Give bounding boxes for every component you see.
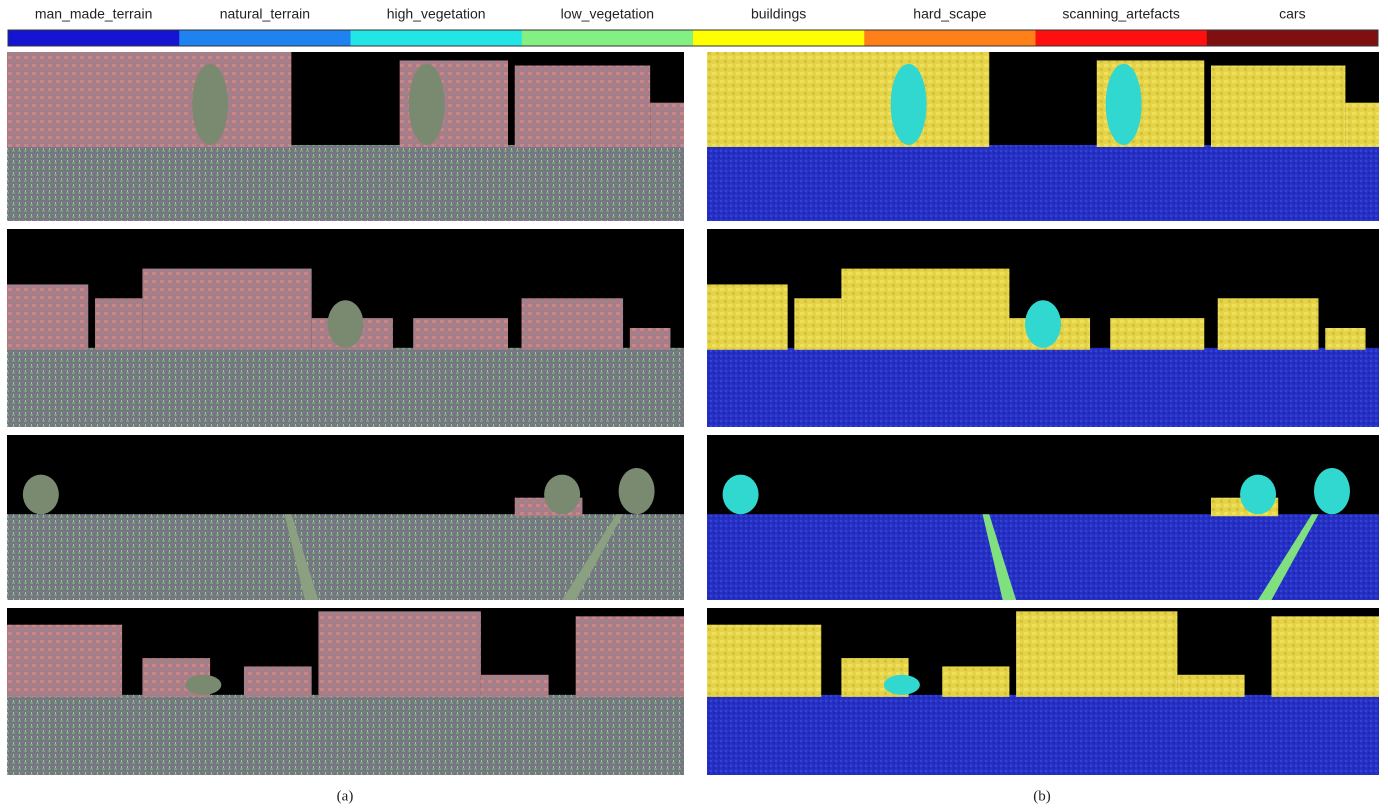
tree	[1240, 475, 1276, 515]
legend: man_made_terrain natural_terrain high_vege…	[8, 6, 1379, 46]
legend-label: buildings	[751, 6, 806, 22]
legend-swatch	[864, 30, 1036, 46]
building	[142, 269, 311, 350]
panorama-image	[7, 435, 684, 600]
building	[481, 675, 549, 697]
building	[841, 269, 1009, 350]
building	[318, 611, 480, 697]
tree	[192, 64, 228, 145]
panorama-image	[707, 435, 1379, 600]
building	[942, 666, 1009, 696]
building	[1211, 66, 1345, 147]
tree	[1025, 300, 1061, 348]
tree	[185, 675, 221, 695]
ground	[707, 348, 1379, 427]
building	[413, 318, 508, 350]
tree	[891, 64, 927, 145]
building	[630, 328, 671, 350]
legend-swatch	[522, 30, 694, 46]
legend-swatch	[351, 30, 523, 46]
building	[707, 284, 788, 349]
legend-label: scanning_artefacts	[1062, 6, 1180, 22]
tree	[544, 475, 580, 515]
building	[576, 616, 684, 696]
building	[1016, 611, 1177, 697]
building	[7, 625, 122, 697]
tree	[619, 468, 655, 514]
building	[515, 66, 650, 147]
legend-label: man_made_terrain	[35, 6, 153, 22]
building	[95, 298, 142, 350]
caption: (a)	[337, 788, 354, 804]
tree	[1314, 468, 1350, 514]
building	[1110, 318, 1204, 350]
panorama-image	[707, 608, 1379, 775]
legend-label: low_vegetation	[561, 6, 654, 22]
building	[794, 298, 841, 350]
legend-swatch	[1036, 30, 1208, 46]
legend-swatch	[1207, 30, 1379, 46]
building	[1218, 298, 1319, 350]
building	[7, 52, 291, 147]
legend-label: cars	[1279, 6, 1305, 22]
legend-swatch	[179, 30, 351, 46]
tree	[723, 475, 759, 515]
caption: (b)	[1033, 788, 1051, 804]
figure: man_made_terrain natural_terrain high_vege…	[0, 0, 1388, 811]
legend-label: hard_scape	[913, 6, 986, 22]
building	[1345, 103, 1379, 147]
ground	[7, 348, 684, 427]
panels	[7, 52, 1379, 775]
ground	[7, 145, 684, 221]
panorama-image	[707, 229, 1379, 427]
building	[650, 103, 684, 147]
tree	[23, 475, 59, 515]
tree	[1106, 64, 1142, 145]
tree	[328, 300, 364, 348]
panorama-image	[707, 52, 1379, 221]
legend-label: natural_terrain	[220, 6, 310, 22]
building	[1177, 675, 1244, 697]
ground	[707, 695, 1379, 775]
tree	[409, 64, 445, 145]
building	[1271, 616, 1379, 696]
ground	[7, 695, 684, 775]
building	[522, 298, 624, 350]
legend-label: high_vegetation	[387, 6, 486, 22]
panorama-image	[7, 608, 684, 775]
building	[244, 666, 312, 696]
building	[707, 625, 821, 697]
legend-swatch	[8, 30, 180, 46]
tree	[884, 675, 920, 695]
building	[1325, 328, 1365, 350]
ground	[707, 145, 1379, 221]
panorama-image	[7, 52, 684, 221]
panorama-image	[7, 229, 684, 427]
legend-swatch	[693, 30, 865, 46]
building	[7, 284, 88, 349]
building	[707, 52, 989, 147]
